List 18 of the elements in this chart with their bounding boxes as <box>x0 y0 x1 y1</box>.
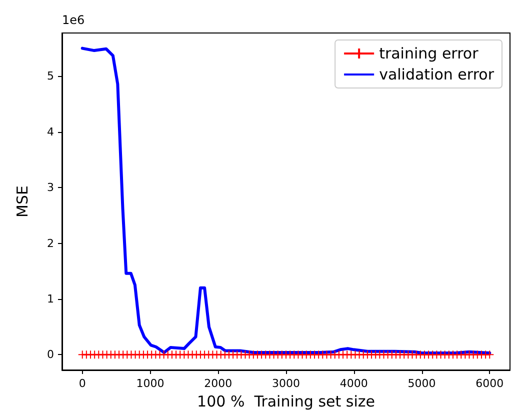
x-tick-label: 1000 <box>136 377 164 390</box>
y-tick-label: 1 <box>47 292 54 306</box>
legend-label: training error <box>379 44 480 62</box>
x-tick-label: 2000 <box>204 377 232 390</box>
y-axis-title: MSE <box>14 186 32 218</box>
y-tick-label: 5 <box>47 70 54 83</box>
x-tick-label: 4000 <box>340 377 368 390</box>
x-tick-label: 3000 <box>272 377 300 390</box>
legend-label: validation error <box>379 66 495 84</box>
text: 1e6 <box>62 13 85 27</box>
y-tick-label: 3 <box>47 181 54 194</box>
x-tick-label: 0 <box>78 377 86 390</box>
y-tick-label: 2 <box>47 236 54 250</box>
y-tick-label: 0 <box>47 348 54 362</box>
y-tick-label: 4 <box>47 125 54 138</box>
x-tick-label: 6000 <box>476 377 504 390</box>
x-axis-title: 100 % Training set size <box>197 392 375 410</box>
x-tick-label: 5000 <box>408 377 436 390</box>
